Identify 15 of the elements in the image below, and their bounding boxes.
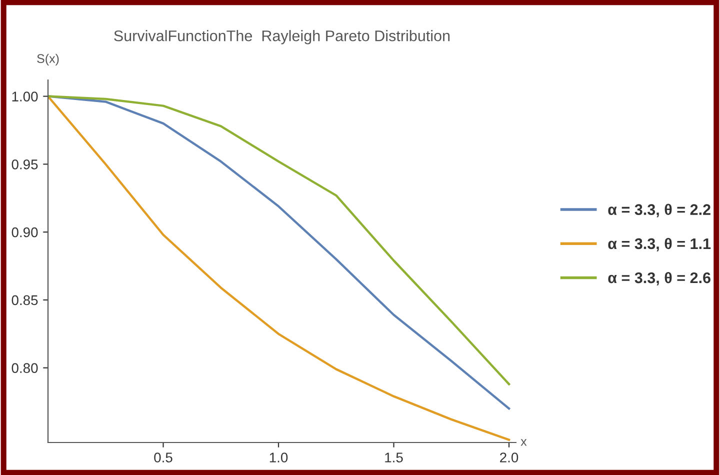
y-tick-label: 0.85 xyxy=(12,295,38,306)
legend-label: α = 3.3, θ = 2.6 xyxy=(608,272,710,286)
x-tick-label: 1.0 xyxy=(270,452,288,462)
x-tick-label: 2.0 xyxy=(500,452,518,462)
chart-title: SurvivalFunctionThe Rayleigh Pareto Distribution xyxy=(114,30,450,44)
y-tick-label: 0.90 xyxy=(12,227,38,238)
x-tick-label: 0.5 xyxy=(154,452,172,462)
x-tick-label: 1.5 xyxy=(385,452,403,462)
y-tick-label: 0.95 xyxy=(12,160,38,170)
y-tick-label: 0.80 xyxy=(12,363,38,373)
legend-label: α = 3.3, θ = 2.2 xyxy=(608,204,710,218)
x-axis-title: x xyxy=(520,439,527,446)
legend-label: α = 3.3, θ = 1.1 xyxy=(608,238,711,252)
y-axis-title: S(x) xyxy=(37,54,59,66)
y-tick-label: 1.00 xyxy=(12,92,38,102)
